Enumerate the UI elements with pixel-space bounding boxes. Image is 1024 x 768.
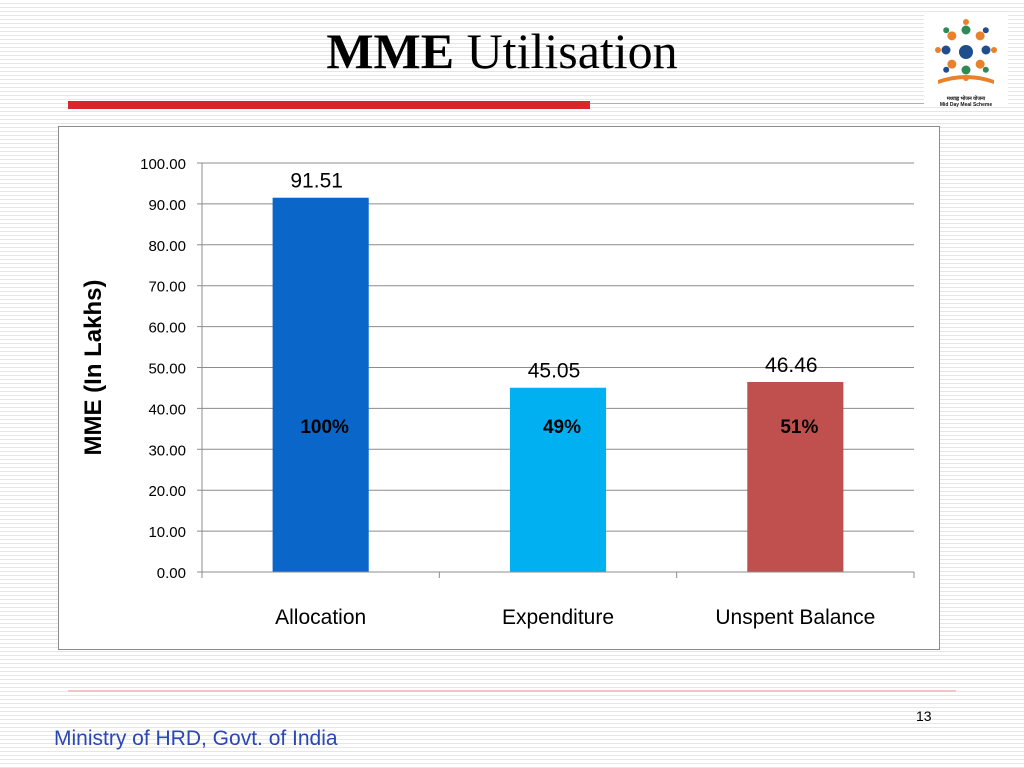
bar [509, 387, 607, 572]
percent-label: 49% [543, 417, 581, 438]
y-tick-label: 10.00 [148, 524, 186, 541]
logo-figure-head-icon [982, 66, 989, 73]
logo-text-hindi: मध्याह्न भोजन योजना [946, 96, 986, 102]
logo-emblem-icon [935, 19, 997, 84]
logo-figure-icon [941, 45, 951, 55]
logo-text-english: Mid Day Meal Scheme [939, 102, 993, 108]
logo-figure-head-icon [943, 66, 950, 73]
logo-figure-head-icon [935, 47, 941, 53]
value-label: 46.46 [765, 354, 818, 377]
mid-day-meal-logo: मध्याह्न भोजन योजना Mid Day Meal Scheme [924, 14, 1008, 108]
bar [272, 197, 369, 572]
bar [747, 381, 844, 572]
y-axis-title: MME (In Lakhs) [80, 279, 107, 455]
logo-figure-icon [975, 31, 985, 41]
chart-frame: 0.00 10.00 20.00 30.00 40.00 50.00 60.00 70.00 8… [58, 126, 940, 650]
y-tick-label: 40.00 [148, 401, 186, 418]
y-tick-label: 70.00 [148, 279, 186, 296]
category-label: Allocation [275, 606, 366, 629]
logo-figure-icon [961, 65, 971, 75]
y-tick-label: 20.00 [148, 483, 186, 500]
y-tick-label: 80.00 [148, 238, 186, 255]
y-tick-label: 30.00 [148, 442, 186, 459]
value-label: 91.51 [290, 170, 343, 193]
logo-figure-icon [975, 59, 985, 69]
y-tick-label: 50.00 [148, 361, 186, 378]
logo-figure-icon [981, 45, 991, 55]
logo-figure-head-icon [943, 27, 950, 34]
y-tick-label: 0.00 [157, 565, 186, 582]
bars [272, 197, 844, 572]
y-tick-label: 90.00 [148, 197, 186, 214]
footer-divider [68, 690, 956, 692]
logo-figure-head-icon [963, 19, 969, 25]
slide-title-bold: MME [326, 23, 455, 79]
logo-figure-head-icon [982, 27, 989, 34]
bar-chart: 0.00 10.00 20.00 30.00 40.00 50.00 60.00 70.00 8… [80, 156, 915, 629]
logo-figure-icon [961, 25, 971, 35]
y-axis-ticks: 0.00 10.00 20.00 30.00 40.00 50.00 60.00 70.00 8… [140, 156, 202, 582]
y-tick-label: 100.00 [140, 156, 186, 173]
slide-title-rest: Utilisation [454, 23, 678, 79]
data-labels: 91.51 100% 45.05 49% 46.46 51% [290, 170, 818, 438]
value-label: 45.05 [528, 360, 581, 383]
footer-text: Ministry of HRD, Govt. of India [54, 727, 338, 750]
y-tick-label: 60.00 [148, 320, 186, 337]
axes [201, 163, 915, 578]
logo-figure-icon [947, 31, 957, 41]
title-underline-red [68, 101, 590, 109]
logo-figure-icon [947, 59, 957, 69]
percent-label: 100% [300, 417, 349, 438]
percent-label: 51% [780, 417, 818, 438]
title-underline-grey [590, 103, 930, 104]
logo-figure-head-icon [991, 47, 997, 53]
x-axis-categories: Allocation Expenditure Unspent Balance [275, 606, 875, 629]
slide-title: MME Utilisation [0, 22, 1004, 80]
page-number: 13 [916, 708, 932, 724]
category-label: Expenditure [502, 606, 614, 629]
category-label: Unspent Balance [715, 606, 875, 629]
